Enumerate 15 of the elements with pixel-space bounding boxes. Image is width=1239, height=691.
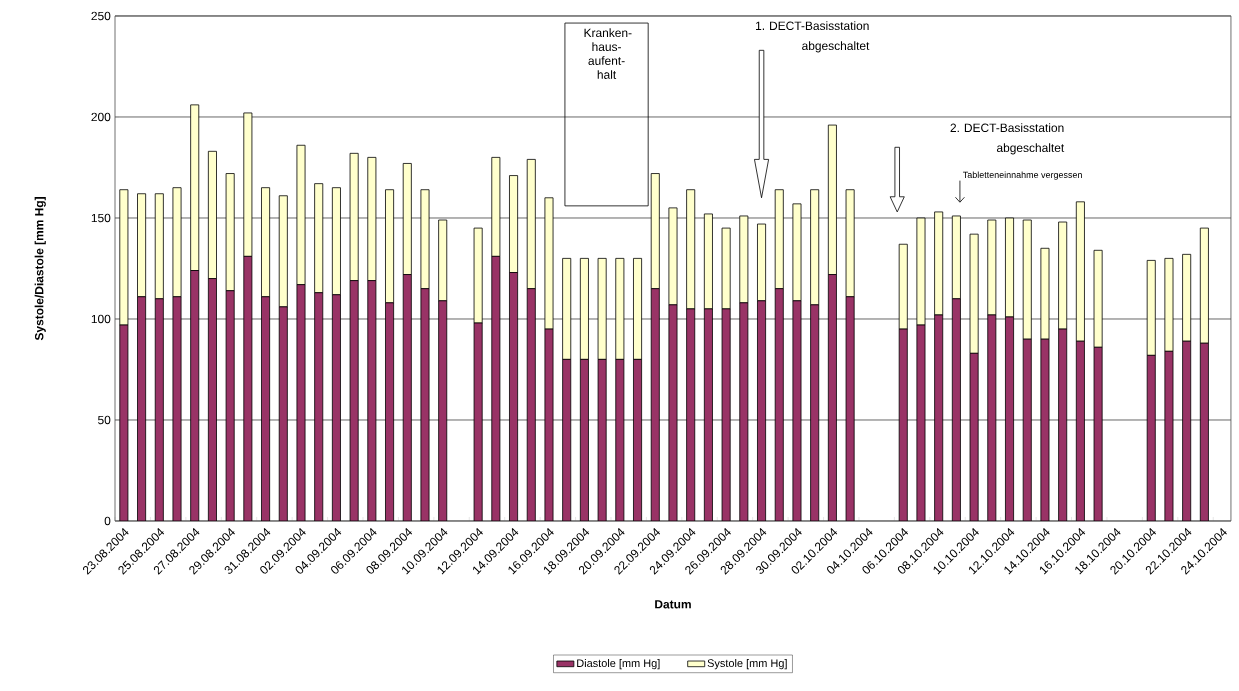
legend-label: Diastole [mm Hg] [577, 659, 660, 670]
y-tick-label: 100 [91, 314, 111, 324]
annotation: 2. DECT-Basisstation abgeschaltet [950, 123, 1065, 155]
y-tick-label: 150 [91, 213, 111, 223]
y-tick-label: 200 [91, 112, 111, 122]
y-tick-label: 0 [104, 516, 111, 526]
y-tick-label: 250 [91, 11, 111, 21]
y-axis-title: Systole/Diastole [mm Hg] [34, 197, 46, 341]
legend-label: Systole [mm Hg] [707, 659, 787, 670]
annotation: 1. DECT-Basisstation abgeschaltet [756, 21, 870, 53]
y-tick-label: 50 [98, 415, 111, 425]
annotation: Kranken-haus-aufent-halt [584, 28, 632, 79]
x-axis-title: Datum [655, 600, 691, 609]
annotation: Tabletteneinnahme vergessen [962, 171, 1082, 180]
bar [1146, 260, 1156, 356]
